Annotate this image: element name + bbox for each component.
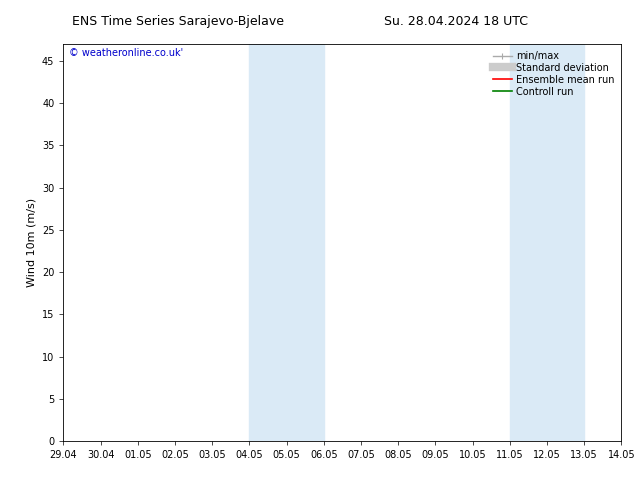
Text: ENS Time Series Sarajevo-Bjelave: ENS Time Series Sarajevo-Bjelave bbox=[72, 15, 283, 28]
Y-axis label: Wind 10m (m/s): Wind 10m (m/s) bbox=[27, 198, 36, 287]
Text: © weatheronline.co.uk': © weatheronline.co.uk' bbox=[69, 48, 183, 58]
Legend: min/max, Standard deviation, Ensemble mean run, Controll run: min/max, Standard deviation, Ensemble me… bbox=[491, 49, 616, 98]
Text: Su. 28.04.2024 18 UTC: Su. 28.04.2024 18 UTC bbox=[384, 15, 529, 28]
Bar bbox=[249, 44, 324, 441]
Bar bbox=[510, 44, 584, 441]
